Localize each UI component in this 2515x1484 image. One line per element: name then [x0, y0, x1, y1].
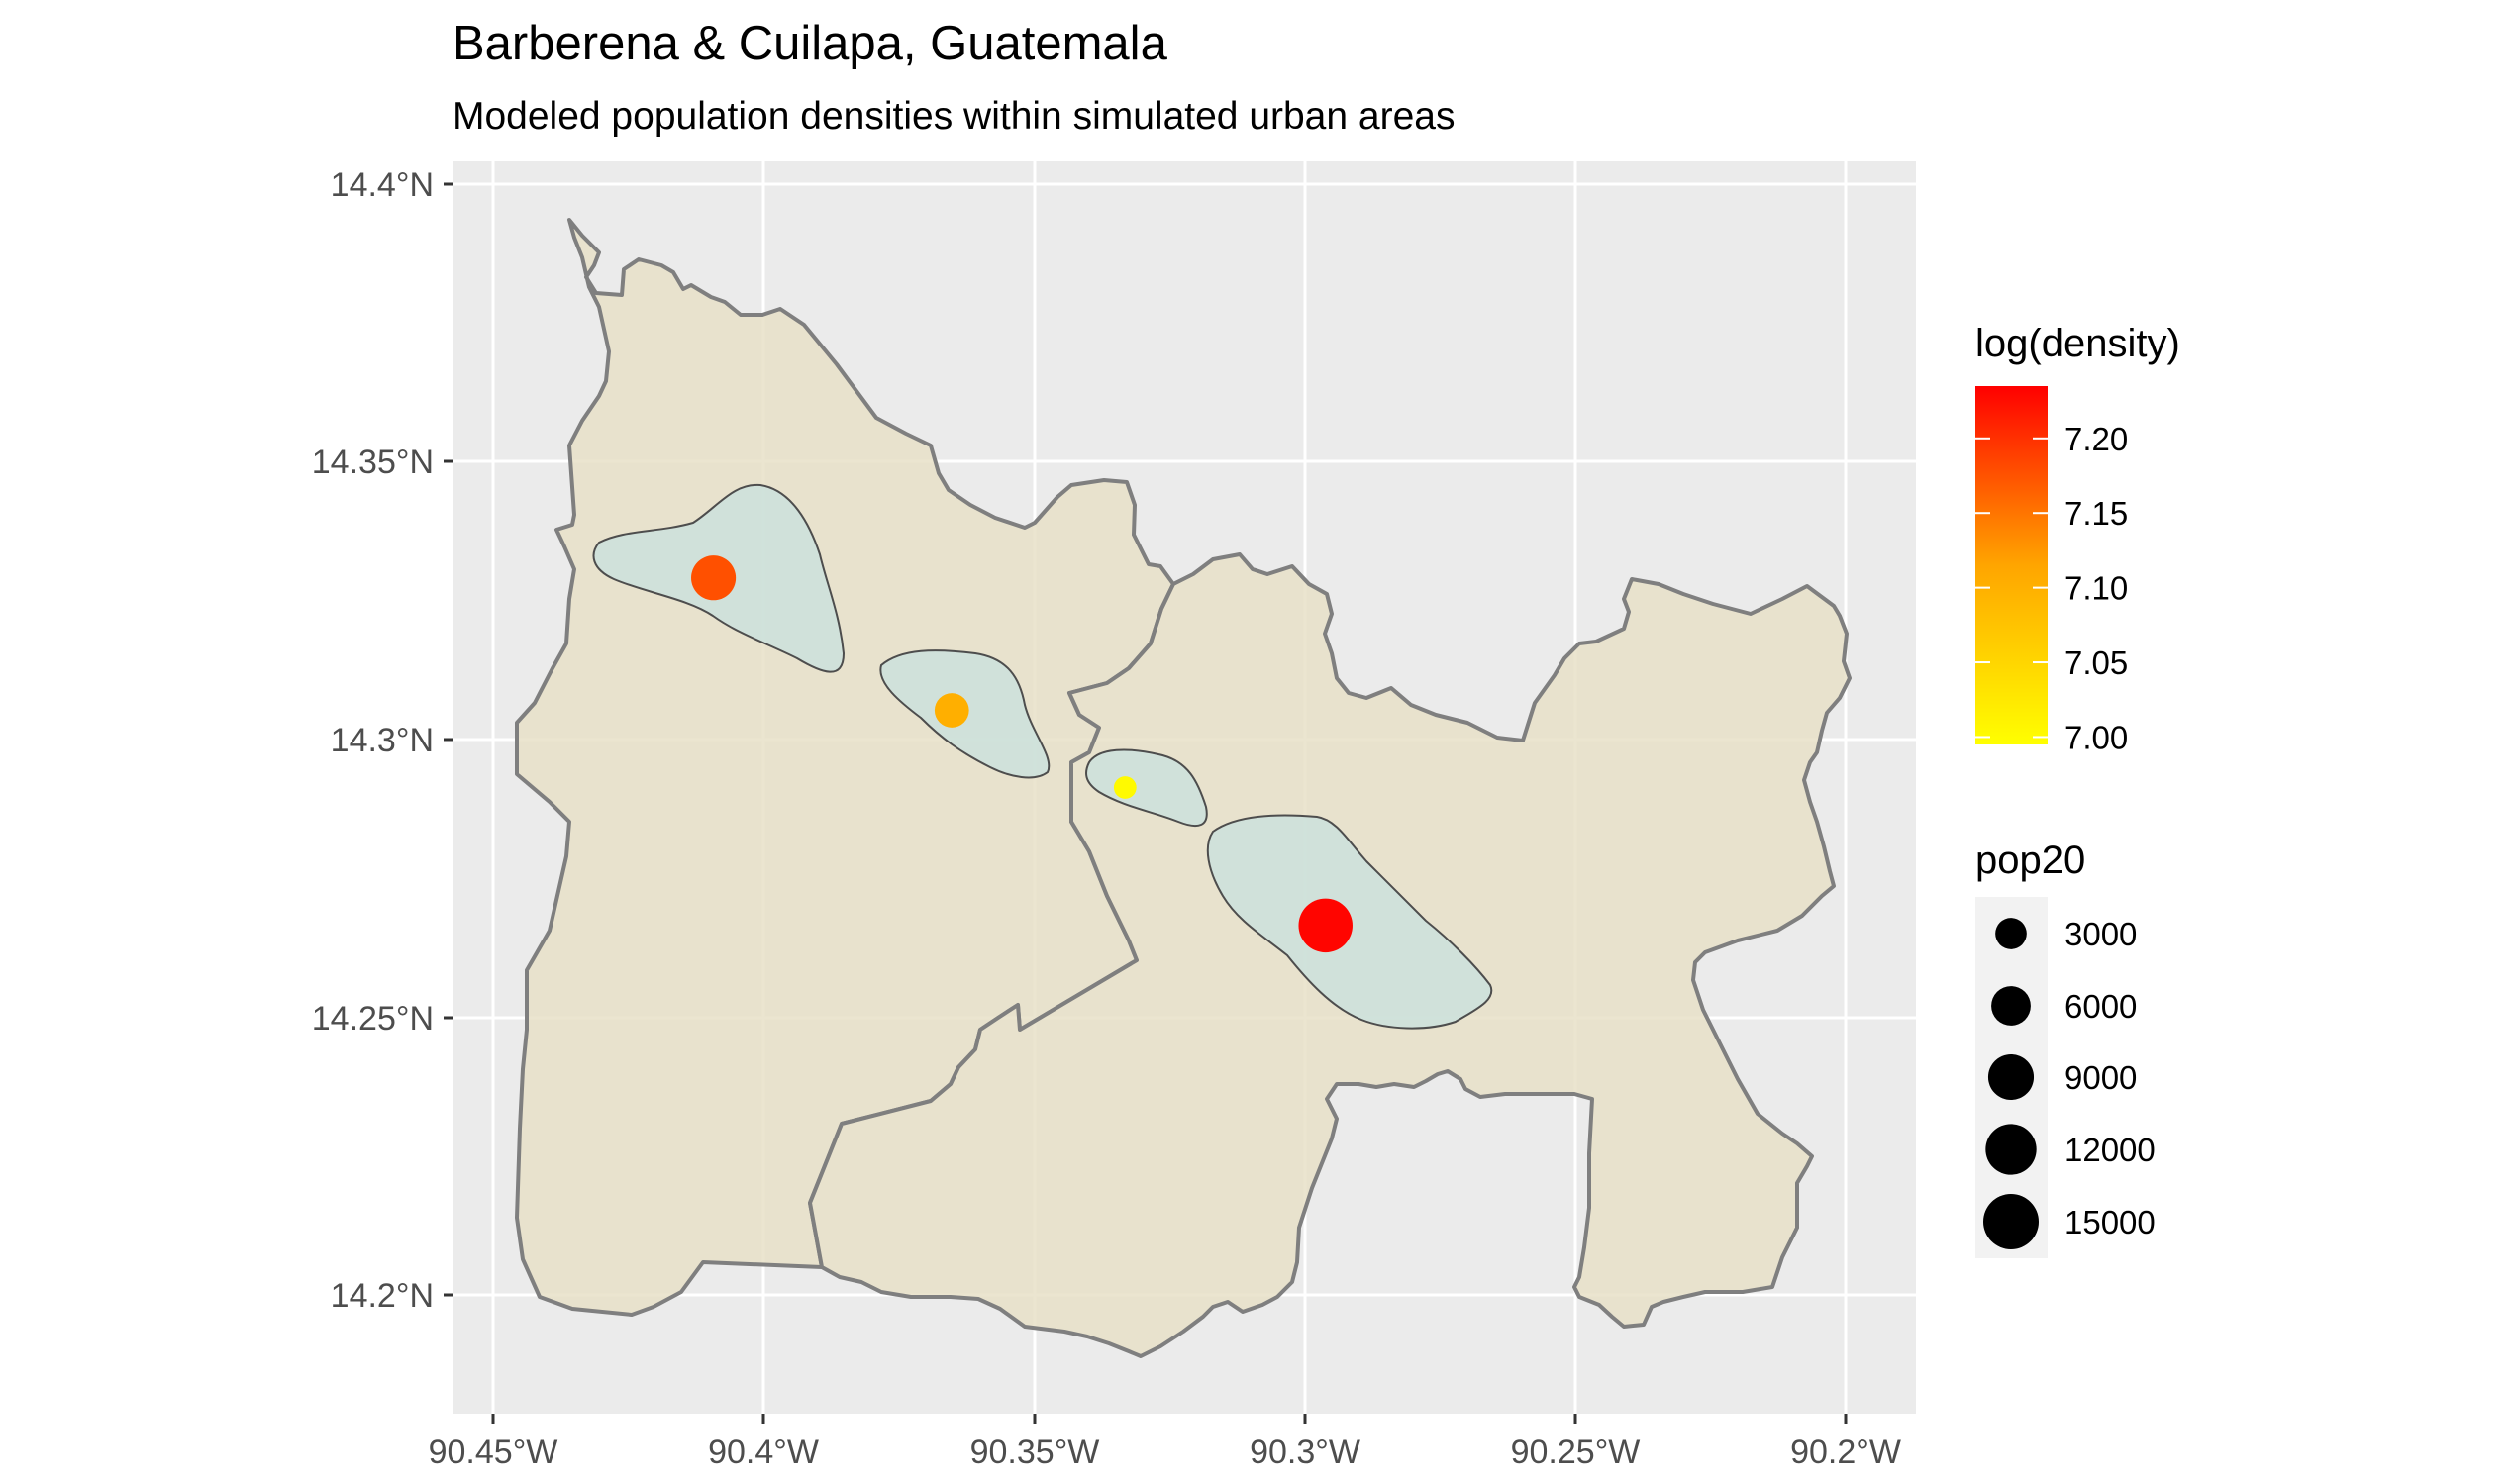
- chart-subtitle: Modeled population densities within simu…: [453, 95, 1455, 138]
- color-legend-label-4: 7.05: [2064, 644, 2128, 681]
- size-legend-label-5: 15000: [2064, 1204, 2156, 1240]
- size-legend: pop20 3000 6000 9000 12000 15000: [1975, 839, 2156, 1258]
- y-tick-label-3: 14.3°N: [331, 722, 434, 759]
- urban-area-3: [1085, 748, 1208, 828]
- size-legend-title: pop20: [1975, 839, 2085, 882]
- x-tick-label-3: 90.35°W: [970, 1434, 1100, 1471]
- size-legend-key-4: [1985, 1124, 2037, 1175]
- color-legend: log(density) 7.20 7.15 7.10 7.05 7.00: [1975, 322, 2180, 755]
- size-legend-label-1: 3000: [2064, 916, 2137, 952]
- y-tick-label-1: 14.4°N: [331, 166, 434, 204]
- color-legend-label-1: 7.20: [2064, 421, 2128, 457]
- color-legend-label-3: 7.10: [2064, 570, 2128, 607]
- density-point-4: [1298, 898, 1353, 953]
- color-legend-label-2: 7.15: [2064, 495, 2128, 532]
- x-tick-label-1: 90.45°W: [429, 1434, 558, 1471]
- density-point-3: [1113, 776, 1137, 799]
- size-legend-label-4: 12000: [2064, 1132, 2156, 1168]
- size-legend-label-3: 9000: [2064, 1059, 2137, 1096]
- size-legend-key-1: [1995, 918, 2027, 949]
- y-tick-label-2: 14.35°N: [312, 444, 434, 481]
- y-tick-label-5: 14.2°N: [331, 1277, 434, 1315]
- x-tick-label-6: 90.2°W: [1790, 1434, 1901, 1471]
- chart-title: Barberena & Cuilapa, Guatemala: [453, 17, 1168, 70]
- x-tick-label-5: 90.25°W: [1511, 1434, 1641, 1471]
- density-points: [691, 555, 1353, 953]
- x-tick-label-2: 90.4°W: [708, 1434, 819, 1471]
- size-legend-key-5: [1983, 1194, 2039, 1249]
- color-legend-title: log(density): [1975, 322, 2180, 365]
- size-legend-key-2: [1991, 986, 2031, 1026]
- y-tick-label-4: 14.25°N: [312, 1000, 434, 1038]
- axis-ticks: [444, 182, 1848, 1424]
- density-point-2: [934, 693, 969, 728]
- axis-labels: 14.4°N 14.35°N 14.3°N 14.25°N 14.2°N 90.…: [312, 166, 1901, 1471]
- density-point-1: [691, 555, 737, 601]
- x-tick-label-4: 90.3°W: [1250, 1434, 1360, 1471]
- size-legend-key-3: [1987, 1053, 2035, 1101]
- size-legend-label-2: 6000: [2064, 988, 2137, 1025]
- color-legend-label-5: 7.00: [2064, 719, 2128, 755]
- color-legend-bar: [1975, 386, 2048, 744]
